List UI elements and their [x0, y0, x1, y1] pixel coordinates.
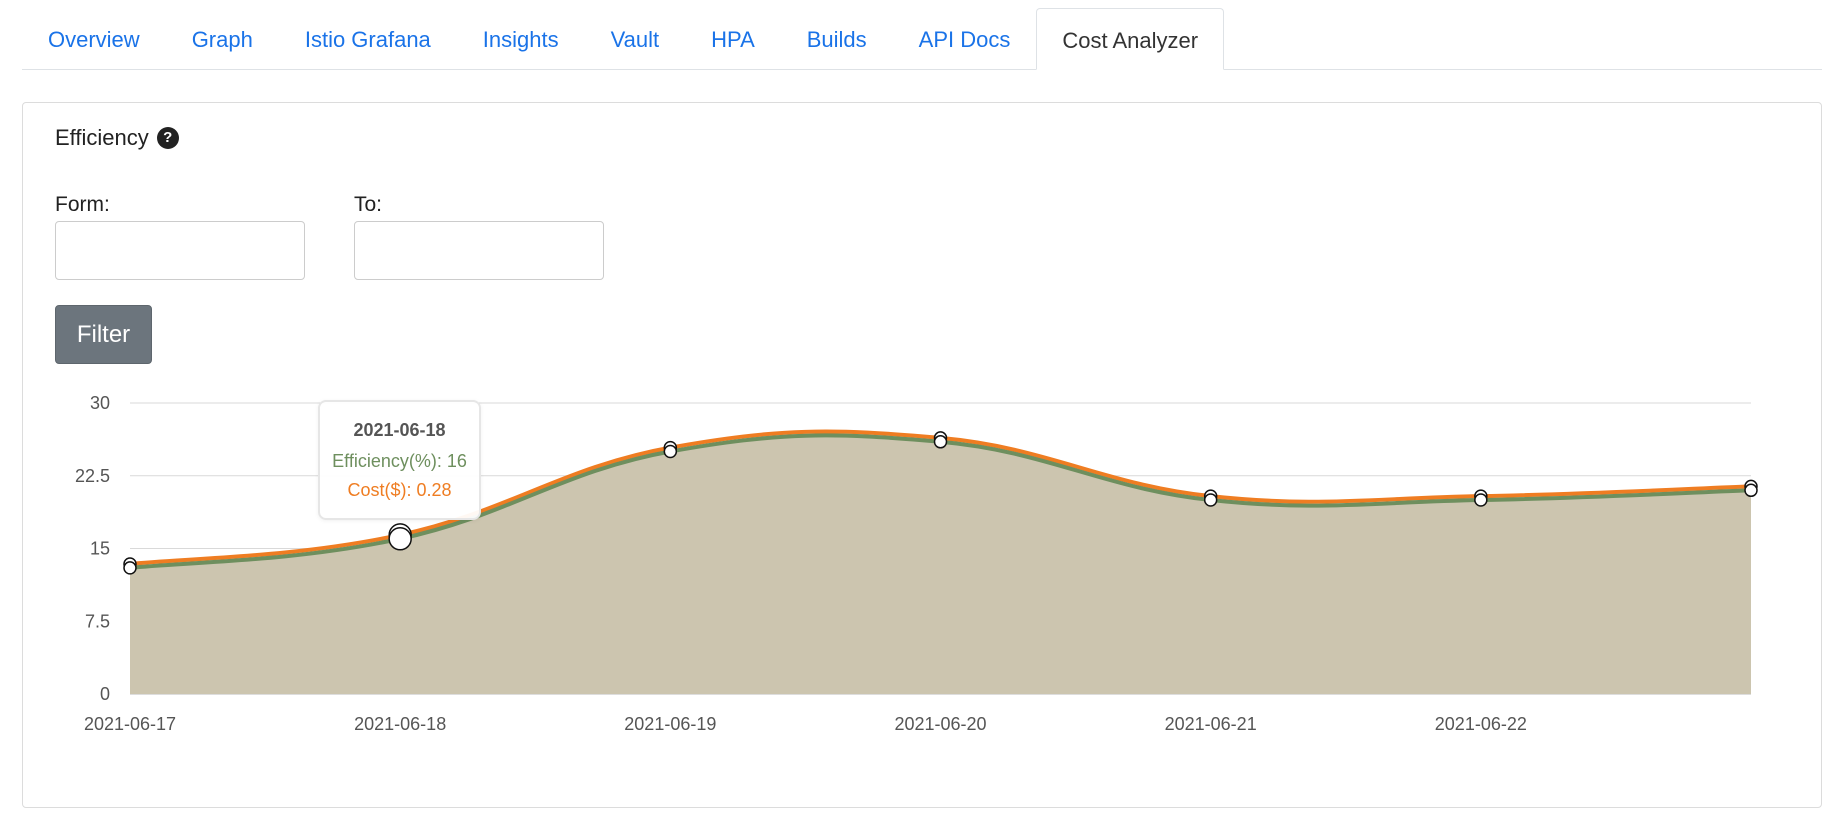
- efficiency-point[interactable]: [1744, 483, 1758, 498]
- y-tick-label: 15: [90, 539, 110, 559]
- x-tick-label: 2021-06-18: [354, 714, 446, 734]
- tab-graph[interactable]: Graph: [191, 27, 253, 52]
- chart-tooltip: 2021-06-18 Efficiency(%): 16 Cost($): 0.…: [318, 400, 481, 520]
- to-date-input[interactable]: [354, 221, 604, 280]
- tab-api-docs[interactable]: API Docs: [918, 27, 1011, 52]
- tooltip-cost: Cost($): 0.28: [347, 480, 452, 500]
- tab-overview[interactable]: Overview: [48, 27, 140, 52]
- efficiency-point[interactable]: [1203, 493, 1218, 507]
- card-title-text: Efficiency: [55, 125, 149, 150]
- chart-points: [123, 431, 1758, 575]
- tooltip-title: 2021-06-18: [353, 420, 446, 440]
- efficiency-area: [130, 435, 1751, 694]
- tooltip-efficiency: Efficiency(%): 16: [332, 451, 467, 471]
- tab-builds[interactable]: Builds: [806, 27, 867, 52]
- y-tick-label: 7.5: [85, 611, 110, 631]
- y-tick-label: 22.5: [75, 466, 110, 486]
- efficiency-point[interactable]: [388, 527, 412, 551]
- y-tick-label: 30: [90, 393, 110, 413]
- x-tick-label: 2021-06-22: [1435, 714, 1527, 734]
- from-date-input[interactable]: [55, 221, 305, 280]
- efficiency-point[interactable]: [933, 435, 948, 449]
- x-tick-label: 2021-06-21: [1165, 714, 1257, 734]
- card-title: Efficiency ?: [55, 125, 179, 151]
- tab-cost-analyzer[interactable]: Cost Analyzer: [1036, 8, 1225, 70]
- x-tick-label: 2021-06-17: [84, 714, 176, 734]
- y-axis: 0 7.5 15 22.5 30: [75, 393, 110, 704]
- efficiency-point[interactable]: [1474, 493, 1488, 507]
- x-axis: 2021-06-17 2021-06-18 2021-06-19 2021-06-20…: [84, 714, 1527, 734]
- filter-button[interactable]: Filter: [55, 305, 152, 364]
- to-label: To:: [354, 193, 383, 216]
- tab-vault[interactable]: Vault: [610, 27, 660, 52]
- tab-insights[interactable]: Insights: [482, 27, 559, 52]
- y-tick-label: 0: [100, 684, 110, 704]
- efficiency-point[interactable]: [123, 561, 137, 575]
- x-tick-label: 2021-06-20: [894, 714, 986, 734]
- efficiency-point[interactable]: [663, 444, 678, 459]
- from-label: Form:: [55, 193, 110, 216]
- tab-istio-grafana[interactable]: Istio Grafana: [304, 27, 431, 52]
- question-circle-icon[interactable]: ?: [156, 127, 179, 149]
- tab-bar: Overview Graph Istio Grafana Insights Va…: [22, 8, 1822, 70]
- tab-hpa[interactable]: HPA: [711, 27, 755, 52]
- x-tick-label: 2021-06-19: [624, 714, 716, 734]
